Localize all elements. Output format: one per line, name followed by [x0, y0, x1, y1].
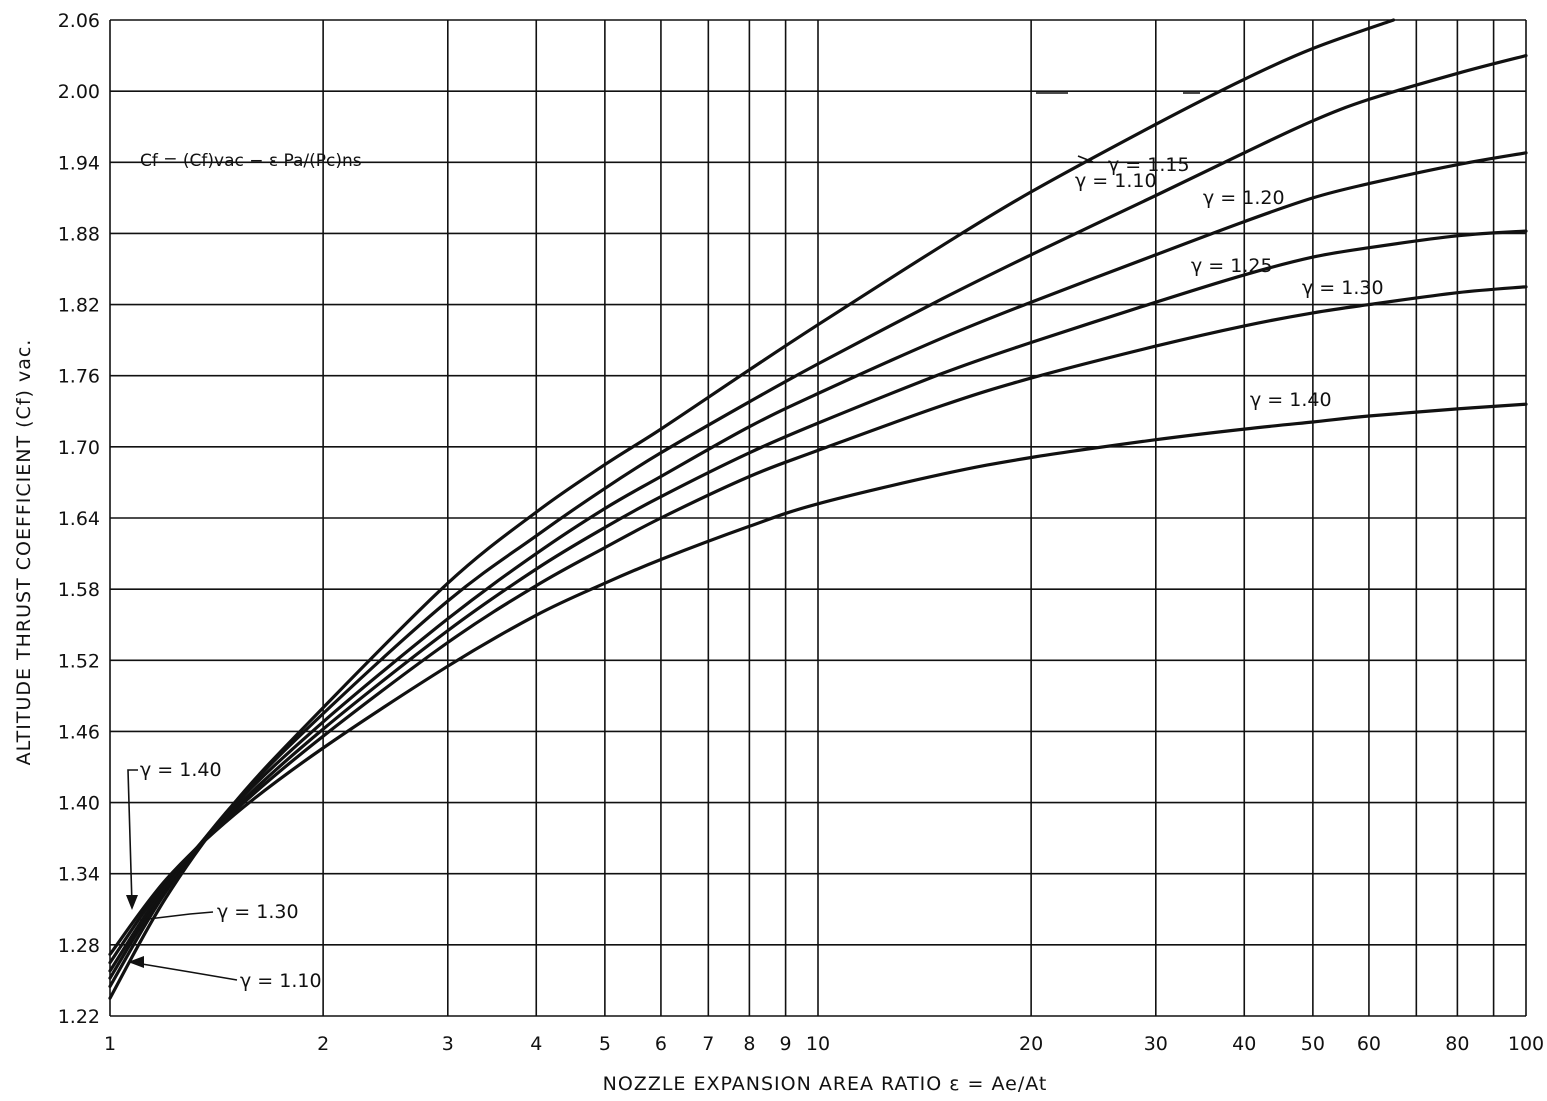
- x-axis-label: NOZZLE EXPANSION AREA RATIO ε = Ae/At: [603, 1073, 1048, 1095]
- series-line: [108, 229, 1528, 973]
- y-tick-label: 1.94: [58, 152, 100, 174]
- series-line: [108, 18, 1396, 1000]
- y-tick-label: 2.00: [58, 81, 100, 103]
- x-tick-label: 40: [1232, 1033, 1256, 1055]
- y-tick-label: 1.46: [58, 721, 100, 743]
- curve-label: γ = 1.25: [1191, 255, 1273, 277]
- curve-label: γ = 1.30: [217, 901, 299, 923]
- x-tick-label: 20: [1019, 1033, 1043, 1055]
- x-tick-label: 100: [1508, 1033, 1544, 1055]
- series-line: [108, 151, 1528, 980]
- x-tick-label: 50: [1301, 1033, 1325, 1055]
- y-axis-label: ALTITUDE THRUST COEFFICIENT (Cf) vac.: [13, 339, 35, 766]
- y-tick-label: 1.52: [58, 650, 100, 672]
- x-tick-label: 5: [599, 1033, 611, 1055]
- series-line: [108, 285, 1528, 965]
- label-leader-line: [139, 911, 214, 921]
- x-tick-label: 9: [780, 1033, 792, 1055]
- arrow-head: [128, 956, 144, 968]
- curve-label: γ = 1.40: [140, 759, 222, 781]
- y-tick-label: 1.40: [58, 793, 100, 815]
- x-tick-label: 30: [1144, 1033, 1168, 1055]
- y-tick-label: 1.64: [58, 508, 100, 530]
- y-tick-label: 1.58: [58, 579, 100, 601]
- x-tick-label: 3: [442, 1033, 454, 1055]
- x-tick-label: 8: [743, 1033, 755, 1055]
- y-tick-label: 1.82: [58, 295, 100, 317]
- label-leader-line: [129, 961, 238, 981]
- x-tick-label: 4: [530, 1033, 542, 1055]
- x-tick-label: 1: [104, 1033, 116, 1055]
- curve-label: γ = 1.15: [1108, 154, 1190, 176]
- y-tick-label: 1.28: [58, 935, 100, 957]
- formula-annotation: Cf = (Cf)vac − ε Pa/(Pc)ns: [140, 151, 362, 171]
- y-tick-label: 1.34: [58, 864, 100, 886]
- curve-label: γ = 1.20: [1203, 187, 1285, 209]
- series-line: [108, 402, 1528, 956]
- x-tick-label: 60: [1357, 1033, 1381, 1055]
- grid: [109, 19, 1527, 1017]
- series-line: [108, 54, 1528, 988]
- y-tick-label: 2.06: [58, 10, 100, 32]
- curve-labels: γ = 1.10γ = 1.15γ = 1.20γ = 1.25γ = 1.30…: [126, 92, 1384, 992]
- x-tick-label: 10: [806, 1033, 830, 1055]
- curve-label: γ = 1.10: [240, 970, 322, 992]
- curve-label: γ = 1.30: [1302, 277, 1384, 299]
- x-tick-label: 2: [317, 1033, 329, 1055]
- y-tick-label: 1.76: [58, 366, 100, 388]
- y-tick-label: 1.88: [58, 223, 100, 245]
- y-tick-label: 1.70: [58, 437, 100, 459]
- x-axis-ticks: 1 2 3 4 5 6 7 8 9 10 20 30 40 50 60 80 100: [104, 1033, 1544, 1055]
- x-tick-label: 7: [702, 1033, 714, 1055]
- arrow-head: [126, 895, 138, 910]
- curve-label: γ = 1.40: [1250, 389, 1332, 411]
- label-leader-line: [127, 769, 138, 906]
- y-tick-label: 1.22: [58, 1006, 100, 1028]
- x-tick-label: 6: [655, 1033, 667, 1055]
- label-leader-line: [1077, 155, 1094, 163]
- x-tick-label: 80: [1445, 1033, 1469, 1055]
- series-curves: [108, 18, 1528, 1000]
- y-axis-ticks: 1.22 1.28 1.34 1.40 1.46 1.52 1.58 1.64 1.70 1.76…: [58, 10, 100, 1028]
- curve-label: γ = 1.10: [1075, 170, 1157, 192]
